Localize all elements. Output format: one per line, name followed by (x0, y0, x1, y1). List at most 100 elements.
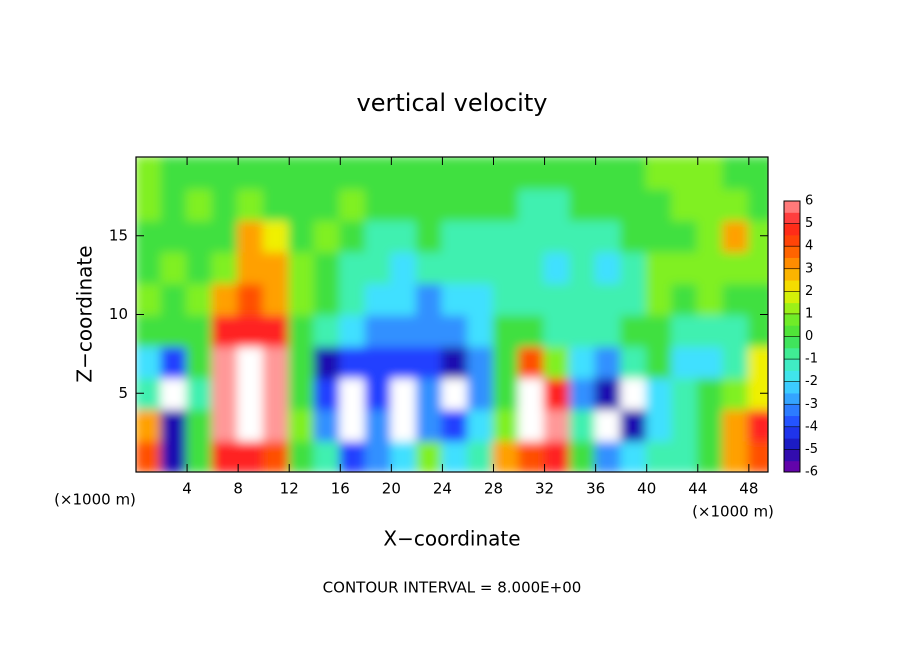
colorbar-frame (783, 200, 801, 473)
cell (288, 376, 316, 410)
cell (696, 345, 725, 379)
cell (722, 157, 750, 190)
cell (211, 345, 240, 379)
cell (722, 282, 750, 316)
cell (390, 345, 418, 379)
cell (262, 157, 291, 190)
cell (594, 313, 623, 347)
cell (262, 282, 291, 316)
cell (594, 250, 623, 284)
colorbar-tick-label: 6 (805, 194, 813, 209)
cell (136, 408, 163, 442)
cell (543, 439, 572, 472)
cell (492, 313, 521, 347)
cell (543, 345, 572, 379)
y-tick-label: 10 (109, 305, 128, 323)
cell (671, 376, 699, 410)
cell (722, 313, 750, 347)
cell (160, 219, 189, 253)
x-tick-label: 40 (637, 480, 656, 498)
cell (160, 250, 189, 284)
x-axis-label: X−coordinate (383, 527, 520, 551)
colorbar-band (784, 449, 800, 462)
colorbar-band (784, 257, 800, 270)
cell (543, 313, 572, 347)
cell (671, 345, 699, 379)
cell (620, 345, 648, 379)
cell (747, 345, 768, 379)
colorbar-band (784, 336, 800, 349)
cell (339, 219, 367, 253)
cell (441, 282, 469, 316)
cell (466, 250, 495, 284)
colorbar-band (784, 268, 800, 281)
cell (136, 439, 163, 472)
cell (160, 408, 189, 442)
cell (518, 250, 546, 284)
colorbar-tick-label: 2 (805, 284, 813, 299)
cell (645, 250, 674, 284)
cell (136, 250, 163, 284)
cell (186, 376, 214, 410)
cell (518, 345, 546, 379)
x-tick-label: 8 (233, 480, 243, 498)
cell (518, 313, 546, 347)
cell (390, 376, 418, 410)
cell (441, 187, 469, 221)
x-tick-label: 20 (382, 480, 401, 498)
cell (441, 345, 469, 379)
cell (390, 408, 418, 442)
cell (211, 282, 240, 316)
x-tick-label: 4 (182, 480, 192, 498)
cell (645, 345, 674, 379)
cell (492, 345, 521, 379)
cell (313, 408, 342, 442)
cell (543, 282, 572, 316)
cell (313, 250, 342, 284)
cell (160, 157, 189, 190)
cell (645, 219, 674, 253)
cell (415, 219, 444, 253)
cell (722, 345, 750, 379)
cell (288, 313, 316, 347)
cell (415, 157, 444, 190)
cell (645, 376, 674, 410)
colorbar-band (784, 359, 800, 371)
cell (364, 187, 393, 221)
cell (594, 157, 623, 190)
cell (696, 282, 725, 316)
cells (136, 157, 768, 472)
cell (620, 408, 648, 442)
cell (390, 157, 418, 190)
cell (160, 282, 189, 316)
cell (364, 439, 393, 472)
cell (288, 157, 316, 190)
cell (288, 219, 316, 253)
x-tick-label: 36 (586, 480, 605, 498)
colorbar-band (784, 201, 800, 213)
cell (237, 345, 265, 379)
cell (671, 157, 699, 190)
cell (671, 187, 699, 221)
cell (262, 219, 291, 253)
cell (747, 187, 768, 221)
cell (569, 408, 597, 442)
cell (466, 187, 495, 221)
cell (747, 157, 768, 190)
cell (645, 282, 674, 316)
cell (441, 313, 469, 347)
cell (160, 439, 189, 472)
footer: CONTOUR INTERVAL = 8.000E+00 (323, 579, 582, 597)
cell (696, 219, 725, 253)
colorbar-band (784, 381, 800, 394)
cell (441, 157, 469, 190)
cell (620, 157, 648, 190)
cell (339, 250, 367, 284)
y-axis-label: Z−coordinate (73, 245, 97, 382)
cell (186, 157, 214, 190)
cell (466, 219, 495, 253)
cell (288, 408, 316, 442)
cell (569, 282, 597, 316)
cell (492, 219, 521, 253)
cell (339, 376, 367, 410)
